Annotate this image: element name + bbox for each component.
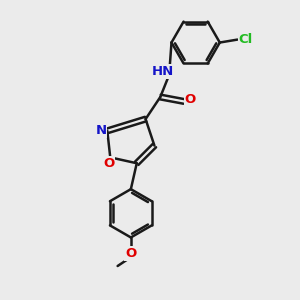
- Text: Cl: Cl: [238, 33, 253, 46]
- Text: O: O: [125, 247, 136, 260]
- Text: HN: HN: [152, 65, 174, 78]
- Text: O: O: [103, 157, 114, 170]
- Text: O: O: [185, 93, 196, 106]
- Text: N: N: [95, 124, 106, 137]
